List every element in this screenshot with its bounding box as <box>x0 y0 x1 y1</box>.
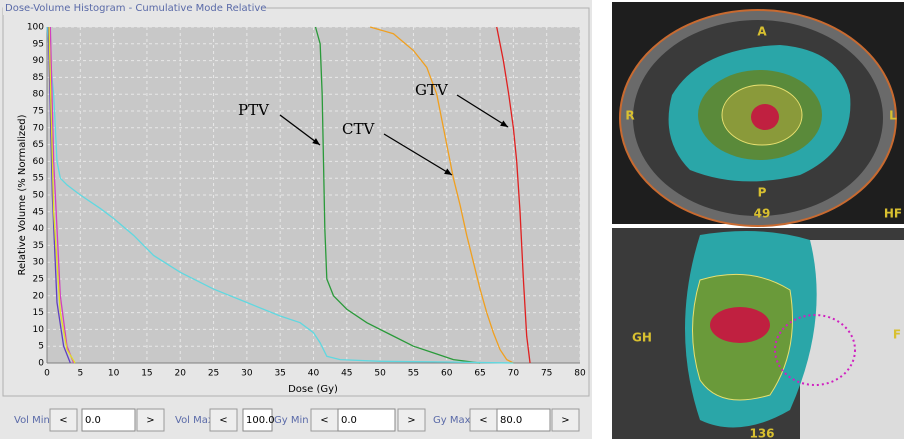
increment-label[interactable]: > <box>561 415 569 426</box>
x-tick-label: 35 <box>274 369 285 379</box>
control-label: Vol Min <box>14 415 50 426</box>
y-tick-label: 55 <box>33 174 44 184</box>
annotation: PTV <box>238 101 270 119</box>
x-axis-label: Dose (Gy) <box>288 384 338 395</box>
decrement-label[interactable]: < <box>59 415 67 426</box>
y-tick-label: 90 <box>33 56 45 66</box>
y-tick-label: 10 <box>33 325 45 335</box>
control-label: Gy Max <box>433 415 471 426</box>
y-tick-label: 85 <box>33 73 44 83</box>
image-label: A <box>757 25 767 39</box>
x-tick-label: 15 <box>141 369 152 379</box>
y-tick-label: 80 <box>33 90 45 100</box>
y-tick-label: 95 <box>33 39 44 49</box>
y-tick-label: 75 <box>33 107 44 117</box>
increment-label[interactable]: > <box>146 415 154 426</box>
value-text[interactable]: 0.0 <box>341 415 357 426</box>
decrement-label[interactable]: < <box>219 415 227 426</box>
x-tick-label: 80 <box>574 369 586 379</box>
x-tick-label: 75 <box>541 369 552 379</box>
x-tick-label: 25 <box>208 369 219 379</box>
image-label: L <box>889 109 897 123</box>
image-label: P <box>758 186 767 200</box>
control-label: Gy Min <box>274 415 309 426</box>
x-tick-label: 70 <box>508 369 520 379</box>
y-tick-label: 100 <box>27 23 44 33</box>
image-label: F <box>893 328 901 342</box>
control-label: Vol Max <box>175 415 214 426</box>
y-tick-label: 0 <box>38 359 44 369</box>
y-tick-label: 60 <box>33 157 45 167</box>
y-tick-label: 45 <box>33 207 44 217</box>
x-tick-label: 5 <box>77 369 83 379</box>
y-tick-label: 35 <box>33 241 44 251</box>
y-tick-label: 25 <box>33 275 44 285</box>
x-tick-label: 40 <box>308 369 320 379</box>
screen: Dose-Volume Histogram - Cumulative Mode … <box>0 0 904 439</box>
annotation: GTV <box>415 81 449 99</box>
x-tick-label: 50 <box>374 369 386 379</box>
image-label: 49 <box>754 207 771 221</box>
y-tick-label: 65 <box>33 140 44 150</box>
image-label: R <box>625 109 634 123</box>
x-tick-label: 30 <box>241 369 253 379</box>
x-tick-label: 55 <box>408 369 419 379</box>
decrement-label[interactable]: < <box>479 415 487 426</box>
y-tick-label: 40 <box>33 224 45 234</box>
decrement-label[interactable]: < <box>320 415 328 426</box>
value-text[interactable]: 80.0 <box>500 415 522 426</box>
y-tick-label: 5 <box>38 342 44 352</box>
chart-title: Dose-Volume Histogram - Cumulative Mode … <box>5 3 266 14</box>
image-label: 136 <box>749 427 774 440</box>
image-label: HF <box>884 207 902 221</box>
value-text[interactable]: 0.0 <box>85 415 101 426</box>
image-label: GH <box>632 331 652 345</box>
y-tick-label: 15 <box>33 308 44 318</box>
y-tick-label: 30 <box>33 258 45 268</box>
x-tick-label: 0 <box>44 369 50 379</box>
x-tick-label: 45 <box>341 369 352 379</box>
increment-label[interactable]: > <box>407 415 415 426</box>
y-axis-label: Relative Volume (% Normalized) <box>17 114 28 275</box>
y-tick-label: 50 <box>33 191 45 201</box>
annotation: CTV <box>342 120 375 138</box>
y-tick-label: 20 <box>33 291 45 301</box>
value-text[interactable]: 100.0 <box>246 415 275 426</box>
x-tick-label: 10 <box>108 369 120 379</box>
x-tick-label: 65 <box>474 369 485 379</box>
x-tick-label: 20 <box>175 369 187 379</box>
y-tick-label: 70 <box>33 123 45 133</box>
x-tick-label: 60 <box>441 369 453 379</box>
ct-image-bottom <box>612 228 904 439</box>
